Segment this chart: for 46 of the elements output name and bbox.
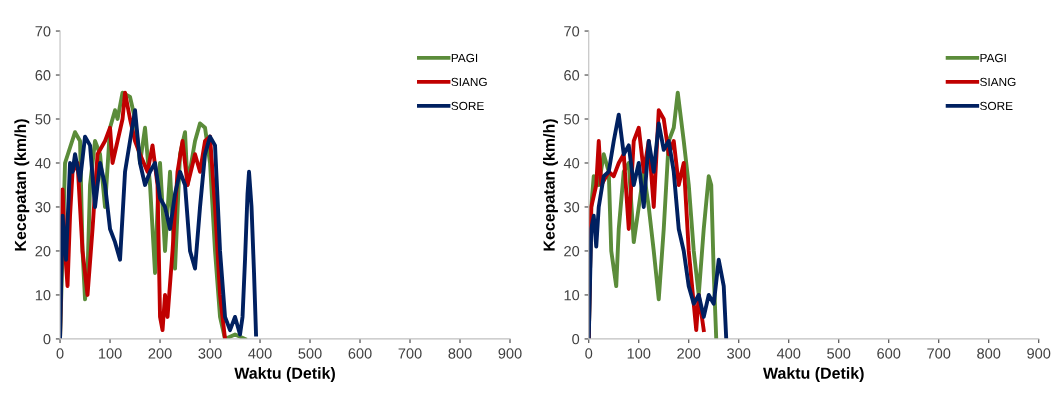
x-tick-label: 300 <box>727 348 751 359</box>
x-tick-label: 800 <box>448 348 472 359</box>
x-axis-title: Waktu (Detik) <box>763 367 864 382</box>
x-tick-label: 0 <box>585 348 593 359</box>
y-axis-title: Kecepatan (km/h) <box>14 119 30 251</box>
y-tick-label: 50 <box>35 114 51 125</box>
y-axis-title: Kecepatan (km/h) <box>543 119 558 251</box>
x-tick-label: 100 <box>98 348 122 359</box>
y-tick-label: 40 <box>563 158 580 169</box>
y-tick-label: 20 <box>564 246 580 257</box>
x-tick-label: 200 <box>148 348 172 359</box>
legend-label: PAGI <box>980 53 1006 63</box>
x-tick-label: 600 <box>348 348 372 359</box>
x-tick-label: 900 <box>1027 348 1051 359</box>
x-tick-label: 100 <box>627 348 651 359</box>
y-tick-label: 0 <box>572 334 580 345</box>
x-tick-label: 900 <box>498 348 522 359</box>
y-tick-label: 30 <box>35 202 51 213</box>
y-tick-label: 0 <box>43 334 51 345</box>
legend-label: SORE <box>980 101 1013 111</box>
y-tick-label: 30 <box>564 202 580 213</box>
x-tick-label: 400 <box>248 348 272 359</box>
y-tick-label: 50 <box>564 114 580 125</box>
x-tick-label: 600 <box>877 348 901 359</box>
x-tick-label: 700 <box>927 348 951 359</box>
y-tick-label: 70 <box>35 26 51 37</box>
legend-label: SORE <box>451 101 484 111</box>
legend-label: SIANG <box>451 77 487 87</box>
y-tick-label: 10 <box>35 290 51 301</box>
x-tick-label: 200 <box>677 348 701 359</box>
y-tick-label: 40 <box>35 158 51 169</box>
y-tick-label: 60 <box>564 70 580 81</box>
x-tick-label: 700 <box>398 348 422 359</box>
x-tick-label: 500 <box>298 348 322 359</box>
x-tick-label: 500 <box>827 348 851 359</box>
x-tick-label: 300 <box>198 348 222 359</box>
x-tick-label: 400 <box>776 348 801 359</box>
legend-label: SIANG <box>980 77 1016 87</box>
legend-label: PAGI <box>451 53 478 63</box>
y-tick-label: 70 <box>564 26 580 37</box>
x-tick-label: 0 <box>56 348 64 359</box>
x-axis-title: Waktu (Detik) <box>234 367 335 382</box>
y-tick-label: 10 <box>564 290 580 301</box>
y-tick-label: 60 <box>35 70 51 81</box>
y-tick-label: 20 <box>35 246 51 257</box>
x-tick-label: 800 <box>977 348 1001 359</box>
